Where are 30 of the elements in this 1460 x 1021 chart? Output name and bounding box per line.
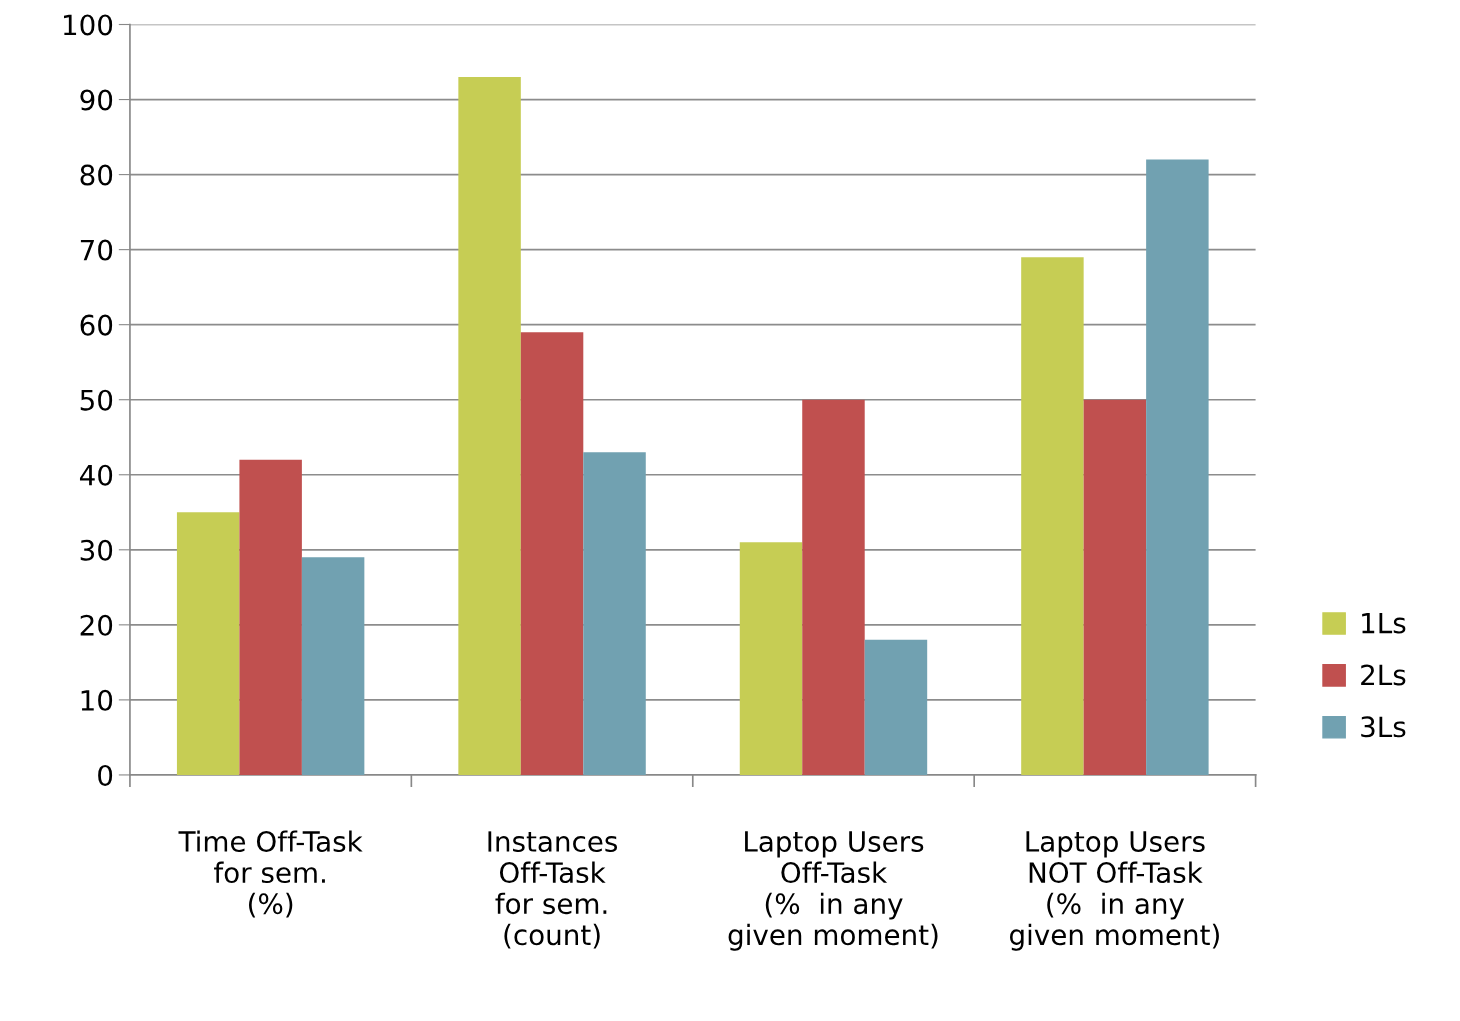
y-tick-label: 10	[81, 689, 113, 711]
y-tick-label: 70	[80, 239, 113, 261]
bar	[1083, 399, 1147, 775]
x-tick-label: Time Off-Task for sem. (%)	[178, 830, 363, 918]
bar	[520, 332, 584, 775]
bar	[1021, 257, 1084, 775]
y-tick-label: 60	[80, 314, 113, 336]
bar	[239, 459, 302, 775]
y-tick-label: 50	[80, 389, 113, 411]
bar	[739, 542, 803, 775]
bar	[301, 557, 365, 775]
y-tick-label: 90	[80, 89, 113, 111]
y-tick-label: 40	[79, 464, 113, 486]
legend-label: 1Ls	[1362, 612, 1406, 634]
bar	[583, 452, 646, 775]
bar	[1146, 159, 1209, 775]
x-tick-label: Laptop Users Off-Task (% in any given moment)	[728, 831, 938, 951]
y-tick-label: 0	[98, 764, 113, 786]
bar	[802, 399, 865, 775]
y-tick-label: 20	[80, 614, 113, 636]
y-tick-label: 30	[80, 539, 113, 561]
bar	[458, 77, 521, 775]
bar	[864, 639, 928, 775]
legend-label: 2Ls	[1361, 664, 1406, 686]
x-tick-label: Laptop Users NOT Off-Task (% in any given moment)	[1010, 831, 1219, 951]
legend-label: 3Ls	[1361, 716, 1406, 738]
x-tick-label: Instances Off-Task for sem. (count)	[488, 831, 618, 949]
bar	[176, 512, 240, 775]
y-tick-label: 100	[64, 14, 113, 36]
y-tick-label: 80	[80, 164, 113, 186]
